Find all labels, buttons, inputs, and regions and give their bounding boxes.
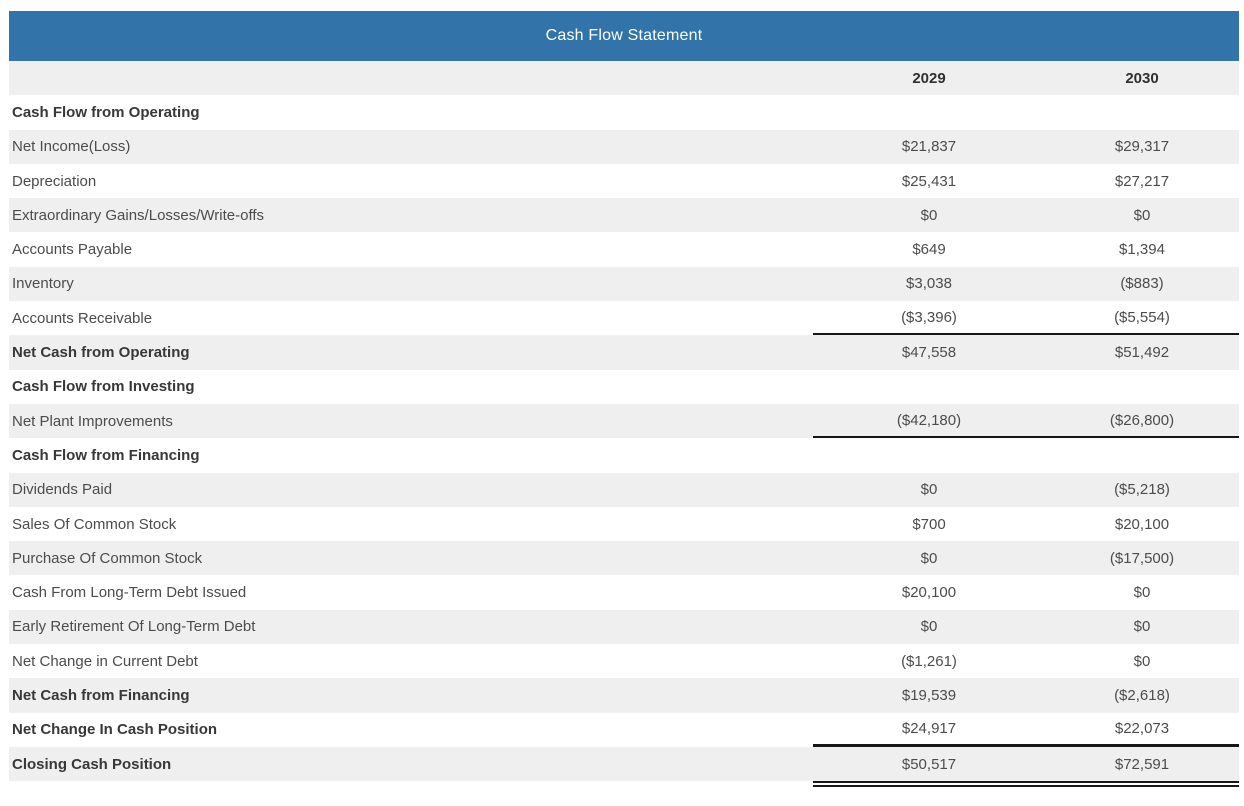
row-label: Sales Of Common Stock: [12, 515, 177, 533]
value-2029: [813, 370, 1045, 404]
row-label: Dividends Paid: [12, 481, 113, 499]
row-label: Net Change In Cash Position: [12, 721, 218, 739]
value-2029: $649: [912, 241, 946, 259]
double-underline-rule: [813, 781, 1239, 788]
value-2030: $0: [1133, 618, 1151, 636]
row-label: Accounts Payable: [12, 241, 133, 259]
row-net-cash-from-financing: Net Cash from Financing $19,539 ($2,618): [9, 678, 1239, 713]
row-label: Inventory: [12, 275, 74, 293]
value-2029: $0: [920, 206, 938, 224]
row-net-change-in-cash-position: Net Change In Cash Position $24,917 $22,…: [9, 712, 1239, 747]
row-net-income-loss: Net Income(Loss) $21,837 $29,317: [9, 129, 1239, 164]
row-cash-flow-from-financing: Cash Flow from Financing: [9, 438, 1239, 473]
row-extraordinary-gains-losses: Extraordinary Gains/Losses/Write-offs $0…: [9, 198, 1239, 233]
value-2029: $3,038: [906, 275, 952, 293]
row-label: Cash From Long-Term Debt Issued: [12, 584, 247, 602]
row-label: Purchase Of Common Stock: [12, 549, 203, 567]
column-header-2029: 2029: [912, 69, 946, 87]
row-label: Closing Cash Position: [12, 755, 172, 773]
value-2030: ($5,218): [1114, 481, 1170, 499]
row-label: Early Retirement Of Long-Term Debt: [12, 618, 256, 636]
value-2030: ($5,554): [1114, 308, 1170, 326]
value-2030: $0: [1133, 584, 1151, 602]
value-2030: $22,073: [1114, 719, 1170, 737]
row-label: Net Change in Current Debt: [12, 652, 198, 670]
value-2029: $24,917: [901, 719, 957, 737]
value-2030: $51,492: [1114, 344, 1170, 362]
value-2029: [813, 95, 1045, 129]
value-2029: $50,517: [901, 755, 957, 773]
row-sales-of-common-stock: Sales Of Common Stock $700 $20,100: [9, 506, 1239, 542]
row-cash-from-long-term-debt-issued: Cash From Long-Term Debt Issued $20,100 …: [9, 575, 1239, 610]
row-label: Cash Flow from Operating: [12, 103, 200, 121]
value-2030: $20,100: [1114, 515, 1170, 533]
row-label: Net Cash from Financing: [12, 686, 190, 704]
value-2029: $0: [920, 549, 938, 567]
value-2029: [813, 438, 1045, 472]
row-label: Depreciation: [12, 172, 97, 190]
row-depreciation: Depreciation $25,431 $27,217: [9, 163, 1239, 199]
row-cash-flow-from-investing: Cash Flow from Investing: [9, 369, 1239, 404]
value-2029: ($42,180): [896, 411, 962, 429]
year-header-spacer: [9, 61, 813, 95]
value-2030: [1045, 370, 1239, 404]
cash-flow-statement-table: Cash Flow Statement 2029 2030 Cash Flow …: [9, 11, 1239, 790]
value-2029: $700: [912, 515, 946, 533]
row-net-change-in-current-debt: Net Change in Current Debt ($1,261) $0: [9, 644, 1239, 679]
row-early-retirement-of-long-term-debt: Early Retirement Of Long-Term Debt $0 $0: [9, 609, 1239, 645]
value-2029: $47,558: [901, 344, 957, 362]
row-accounts-receivable: Accounts Receivable ($3,396) ($5,554): [9, 301, 1239, 336]
year-header-row: 2029 2030: [9, 61, 1239, 96]
value-2030: $0: [1133, 206, 1151, 224]
row-net-plant-improvements: Net Plant Improvements ($42,180) ($26,80…: [9, 403, 1239, 439]
value-2030: ($17,500): [1109, 549, 1175, 567]
row-label: Extraordinary Gains/Losses/Write-offs: [12, 206, 265, 224]
value-2030: [1045, 438, 1239, 472]
value-2029: $20,100: [901, 584, 957, 602]
row-label: Net Plant Improvements: [12, 412, 173, 430]
value-2030: $29,317: [1114, 138, 1170, 156]
closing-total-rule-row: [9, 781, 1239, 790]
row-label: Accounts Receivable: [12, 309, 153, 327]
row-purchase-of-common-stock: Purchase Of Common Stock $0 ($17,500): [9, 541, 1239, 576]
row-label: Net Cash from Operating: [12, 344, 190, 362]
row-cash-flow-from-operating: Cash Flow from Operating: [9, 95, 1239, 130]
value-2029: $19,539: [901, 686, 957, 704]
value-2029: $21,837: [901, 138, 957, 156]
value-2029: $25,431: [901, 172, 957, 190]
value-2030: ($26,800): [1109, 411, 1175, 429]
row-closing-cash-position: Closing Cash Position $50,517 $72,591: [9, 746, 1239, 782]
value-2030: ($2,618): [1114, 686, 1170, 704]
row-label: Net Income(Loss): [12, 138, 131, 156]
value-2029: $0: [920, 618, 938, 636]
value-2029: $0: [920, 481, 938, 499]
value-2030: ($883): [1120, 275, 1164, 293]
row-label: Cash Flow from Investing: [12, 378, 195, 396]
row-accounts-payable: Accounts Payable $649 $1,394: [9, 232, 1239, 267]
value-2029: ($3,396): [901, 308, 957, 326]
value-2030: $1,394: [1119, 241, 1165, 259]
row-label: Cash Flow from Financing: [12, 446, 200, 464]
row-dividends-paid: Dividends Paid $0 ($5,218): [9, 472, 1239, 507]
report-title: Cash Flow Statement: [9, 11, 1239, 61]
row-inventory: Inventory $3,038 ($883): [9, 266, 1239, 302]
value-2029: ($1,261): [901, 652, 957, 670]
row-net-cash-from-operating: Net Cash from Operating $47,558 $51,492: [9, 335, 1239, 370]
value-2030: $0: [1133, 652, 1151, 670]
value-2030: $72,591: [1114, 755, 1170, 773]
value-2030: [1045, 95, 1239, 129]
value-2030: $27,217: [1114, 172, 1170, 190]
column-header-2030: 2030: [1125, 69, 1159, 87]
rule-spacer: [9, 781, 813, 789]
